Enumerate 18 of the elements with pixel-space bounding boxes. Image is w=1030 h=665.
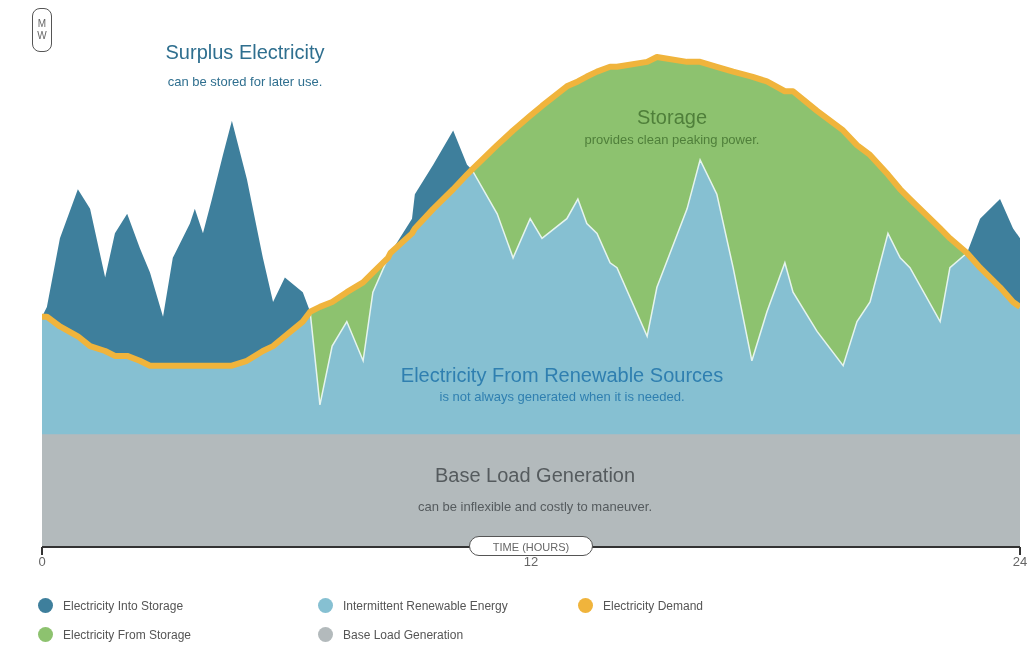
- annotation: can be inflexible and costly to maneuver.: [417, 499, 653, 514]
- x-tick-label: 12: [523, 554, 539, 570]
- annotation: Surplus Electricity: [165, 41, 325, 63]
- x-tick-label: 0: [38, 554, 46, 570]
- y-axis-title: MW: [36, 18, 48, 42]
- legend-label: Electricity Into Storage: [63, 598, 184, 613]
- legend-label: Intermittent Renewable Energy: [343, 598, 508, 613]
- x-tick-label: 24: [1012, 554, 1028, 570]
- label-pill: TIME (HOURS): [469, 536, 593, 556]
- legend-label: Electricity Demand: [603, 598, 704, 613]
- annotation: provides clean peaking power.: [584, 132, 760, 147]
- annotation: Base Load Generation: [434, 464, 636, 486]
- legend-label: Electricity From Storage: [63, 627, 192, 642]
- annotation: is not always generated when it is needed.: [439, 389, 685, 404]
- annotation: Storage: [636, 106, 708, 128]
- annotation: Electricity From Renewable Sources: [400, 364, 724, 386]
- annotation: can be stored for later use.: [167, 74, 323, 89]
- legend-label: Base Load Generation: [343, 627, 464, 642]
